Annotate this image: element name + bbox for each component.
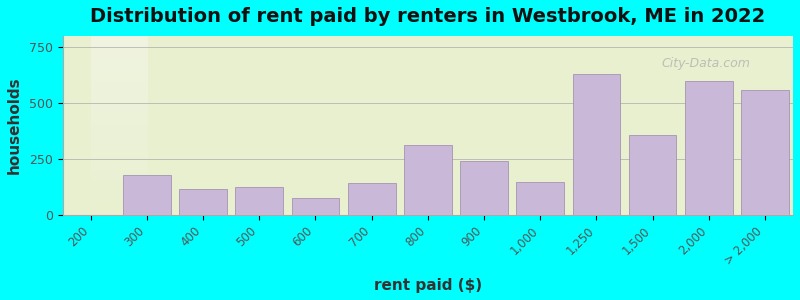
X-axis label: rent paid ($): rent paid ($) bbox=[374, 278, 482, 293]
Bar bbox=[179, 189, 227, 215]
Bar bbox=[685, 81, 733, 215]
Y-axis label: households: households bbox=[7, 76, 22, 174]
Bar bbox=[404, 146, 452, 215]
Text: City-Data.com: City-Data.com bbox=[662, 57, 750, 70]
Bar bbox=[348, 184, 395, 215]
Title: Distribution of rent paid by renters in Westbrook, ME in 2022: Distribution of rent paid by renters in … bbox=[90, 7, 766, 26]
Bar bbox=[291, 198, 339, 215]
Bar bbox=[741, 89, 789, 215]
Bar bbox=[629, 135, 677, 215]
Bar bbox=[123, 175, 170, 215]
Bar bbox=[516, 182, 564, 215]
Bar bbox=[460, 161, 508, 215]
Bar bbox=[235, 187, 283, 215]
Bar bbox=[573, 74, 620, 215]
